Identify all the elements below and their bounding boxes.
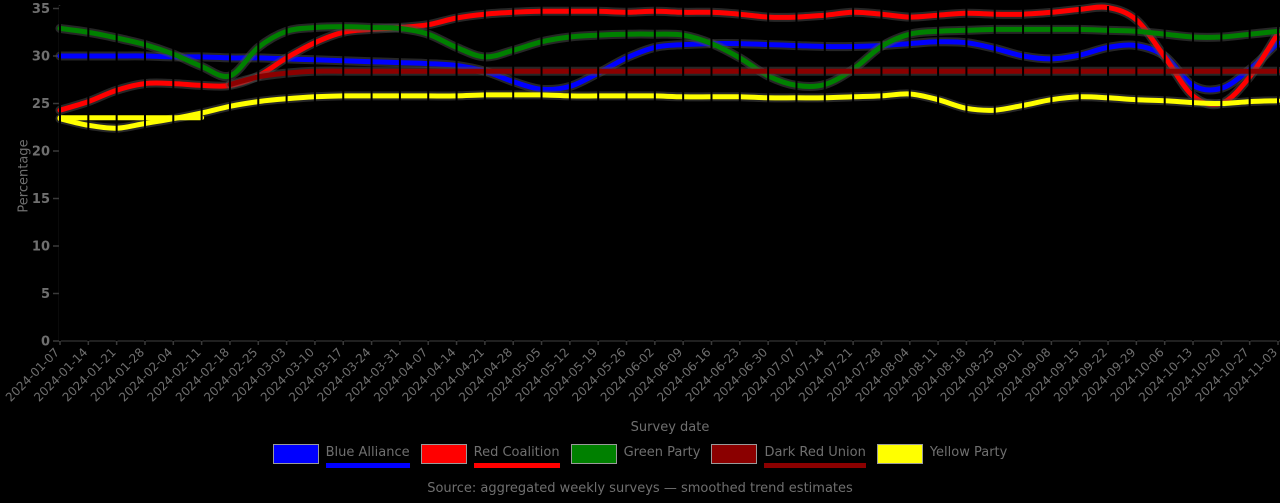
y-tick-label: 10 xyxy=(32,240,50,255)
legend-swatch-icon xyxy=(711,444,758,464)
legend-swatch-icon xyxy=(420,444,467,464)
legend-label-underline xyxy=(473,463,560,468)
legend-item-dark-red-union[interactable]: Dark Red Union xyxy=(711,443,866,468)
y-tick-label: 20 xyxy=(32,145,50,160)
y-axis-title: Percentage xyxy=(16,139,32,213)
series-line-blue-alliance xyxy=(57,39,1280,93)
legend-label: Dark Red Union xyxy=(764,445,866,460)
chart-caption: Source: aggregated weekly surveys — smoo… xyxy=(427,481,853,496)
y-tick-label: 5 xyxy=(41,287,50,302)
series-line-green-party xyxy=(57,24,1280,90)
legend: Blue Alliance Red Coalition Green Party Dar… xyxy=(0,443,1280,468)
legend-label: Red Coalition xyxy=(473,445,560,460)
y-tick-label: 15 xyxy=(32,192,50,207)
legend-item-blue-alliance[interactable]: Blue Alliance xyxy=(272,443,410,468)
legend-item-yellow-party[interactable]: Yellow Party xyxy=(876,443,1008,464)
legend-swatch-icon xyxy=(570,444,617,464)
series-line-dark-red-union xyxy=(227,68,1280,87)
x-axis-title: Survey date xyxy=(630,420,710,435)
legend-swatch-icon xyxy=(272,444,319,464)
legend-label-underline xyxy=(325,463,410,468)
legend-label: Yellow Party xyxy=(929,445,1008,460)
legend-item-green-party[interactable]: Green Party xyxy=(570,443,701,464)
legend-label: Blue Alliance xyxy=(325,445,410,460)
y-tick-label: 30 xyxy=(32,50,50,65)
y-tick-label: 0 xyxy=(41,335,50,350)
legend-label-underline xyxy=(764,463,866,468)
legend-item-red-coalition[interactable]: Red Coalition xyxy=(420,443,560,468)
legend-swatch-icon xyxy=(876,444,923,464)
y-tick-label: 35 xyxy=(32,2,50,17)
series-line-yellow-party xyxy=(57,91,1280,131)
y-tick-label: 25 xyxy=(32,97,50,112)
legend-label: Green Party xyxy=(623,445,701,460)
